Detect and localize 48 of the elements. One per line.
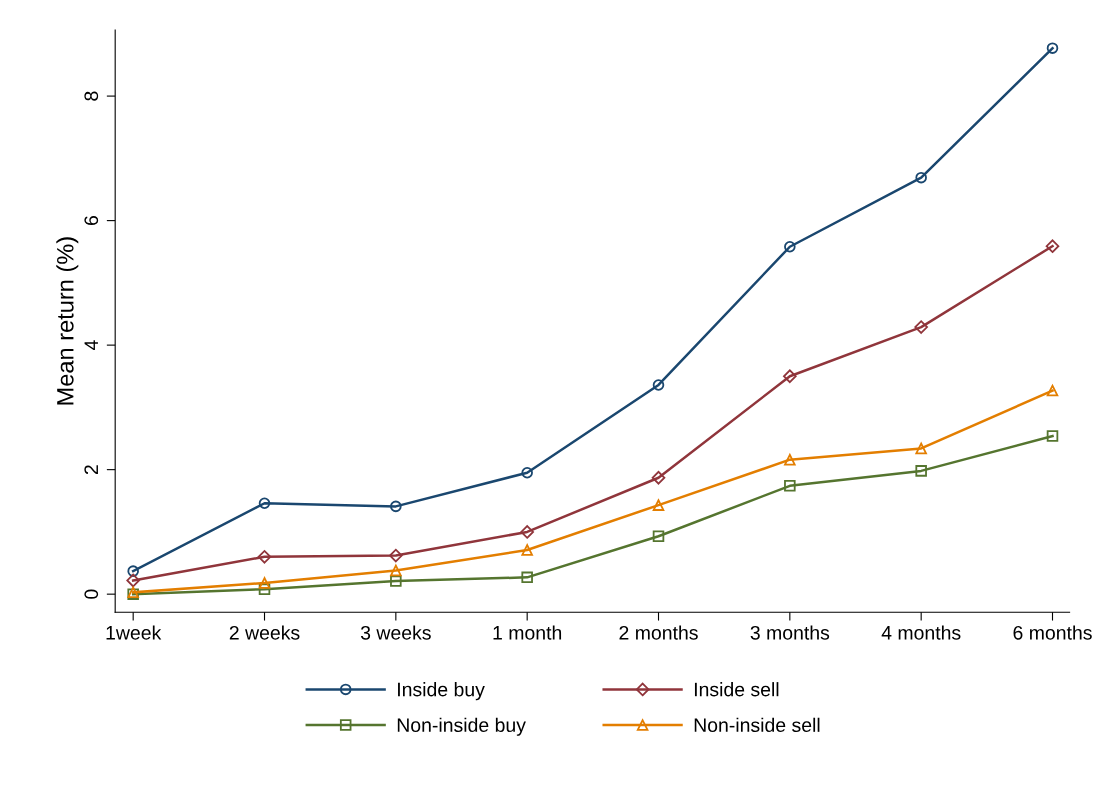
point: [390, 500, 402, 513]
x-tick-label: 1 month: [493, 625, 562, 640]
x-tick-label: 3 weeks: [360, 625, 431, 640]
y-tick-label: 6: [84, 216, 99, 226]
point: [783, 369, 797, 384]
y-tick-label: 4: [84, 340, 98, 351]
point: [915, 171, 927, 184]
y-axis-title: Mean return (%): [56, 237, 79, 405]
point: [915, 465, 927, 477]
point: [652, 379, 665, 391]
point: [520, 525, 534, 539]
point: [784, 453, 796, 466]
point: [915, 442, 927, 455]
legend-label: Inside buy: [398, 682, 485, 701]
point: [784, 480, 796, 492]
point: [389, 548, 403, 563]
x-tick-label: 2 months: [619, 625, 698, 640]
point: [784, 240, 796, 253]
point: [1046, 384, 1059, 397]
legend-label: Non-inside buy: [397, 717, 526, 736]
point: [1045, 239, 1060, 253]
point: [1046, 430, 1059, 442]
x-tick-label: 3 months: [750, 625, 830, 640]
point: [257, 550, 272, 564]
point: [914, 320, 928, 334]
point: [258, 577, 271, 589]
point: [390, 564, 402, 577]
point: [652, 530, 665, 543]
point: [390, 575, 402, 587]
legend-label: Non-inside sell: [694, 717, 820, 733]
point: [521, 544, 533, 556]
legend-label: Inside sell: [694, 682, 779, 697]
point: [258, 497, 271, 510]
y-tick-label: 0: [84, 589, 99, 599]
x-tick-label: 2 weeks: [229, 625, 300, 640]
y-tick-label: 8: [84, 91, 99, 101]
x-tick-label: 4 months: [881, 625, 961, 640]
point: [1046, 42, 1059, 54]
point: [521, 466, 533, 479]
y-tick-label: 2: [84, 465, 98, 475]
point: [651, 470, 666, 485]
point: [258, 583, 271, 595]
point: [521, 571, 533, 584]
point: [127, 565, 139, 577]
point: [652, 499, 665, 511]
x-tick-label: 6 months: [1013, 625, 1092, 640]
x-tick-label: 1week: [106, 625, 162, 640]
point: [126, 573, 140, 588]
